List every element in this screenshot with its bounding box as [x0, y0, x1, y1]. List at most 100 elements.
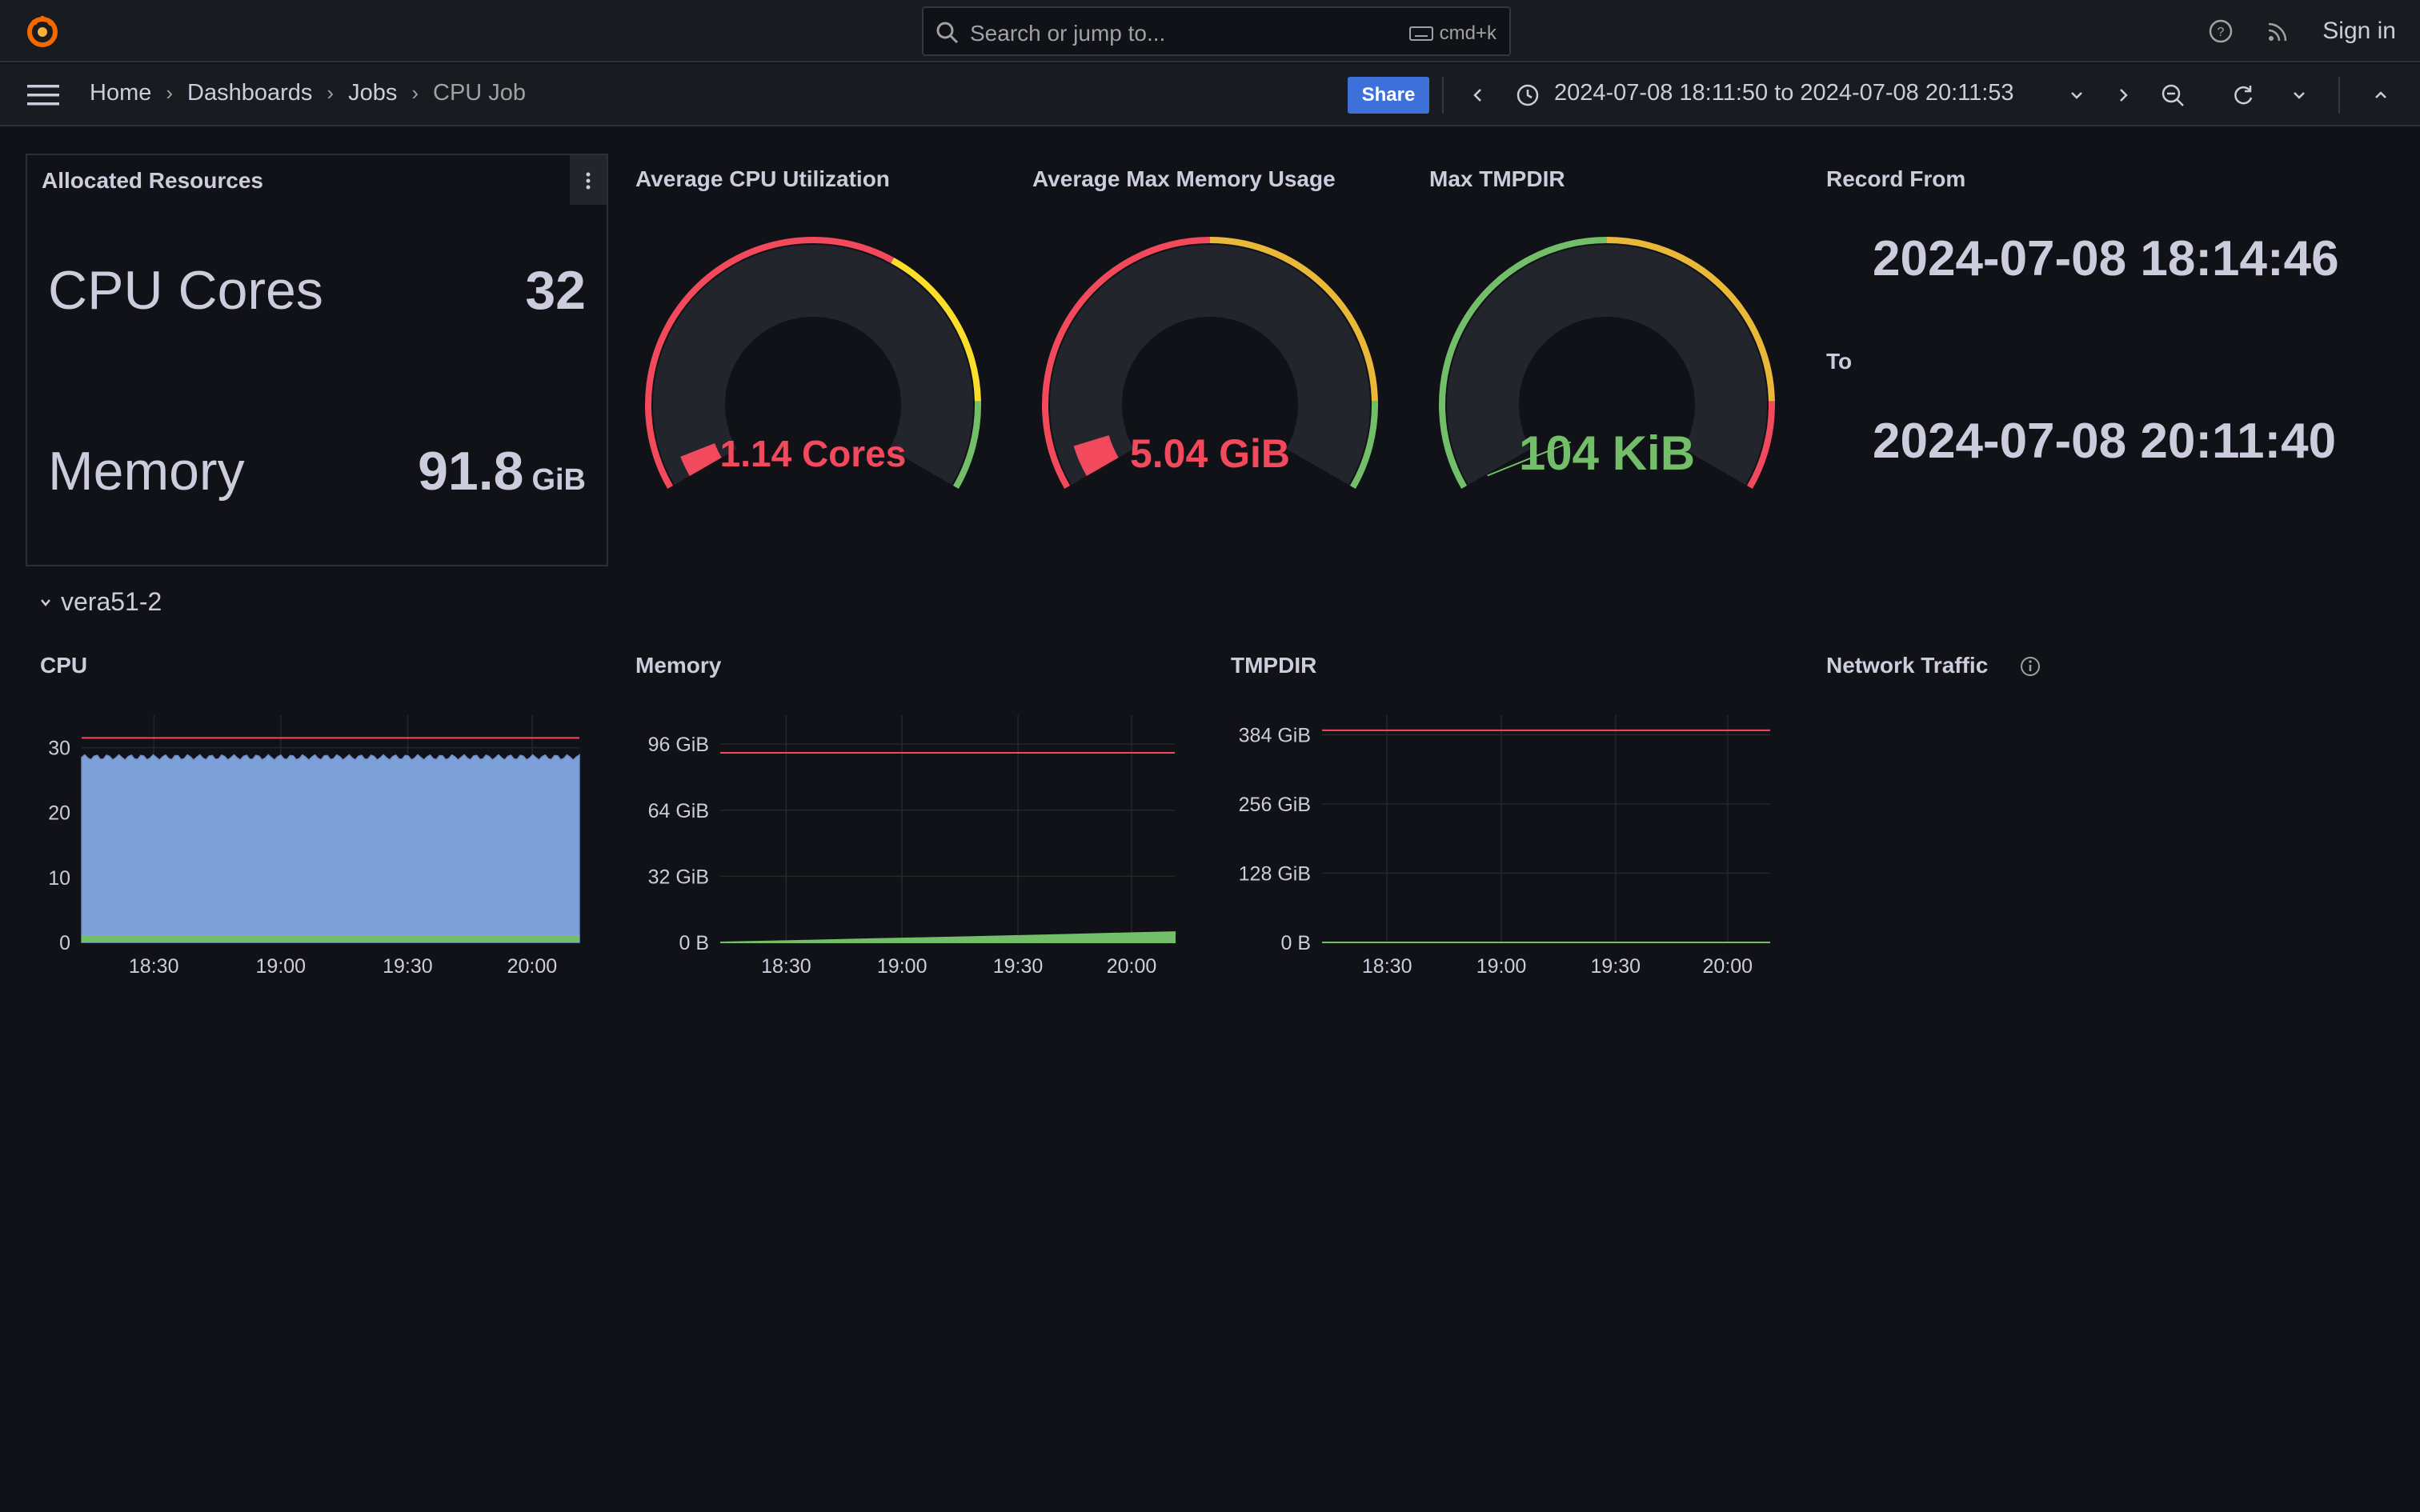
row-title: vera51-2 — [61, 587, 162, 616]
gauge-track — [653, 245, 973, 485]
panel-title: Average Max Memory Usage — [1032, 166, 1336, 191]
record-to-label: To — [1826, 349, 1853, 374]
memory-label: Memory — [48, 441, 245, 502]
x-tick-label: 18:30 — [1362, 955, 1412, 978]
search-shortcut-text: cmd+k — [1439, 22, 1496, 44]
y-tick-label: 256 GiB — [1239, 794, 1311, 816]
refresh-icon[interactable] — [2230, 82, 2257, 109]
y-tick-label: 64 GiB — [648, 800, 709, 822]
gauge-threshold-band — [1439, 237, 1608, 489]
panel-title: Allocated Resources — [42, 168, 263, 193]
breadcrumb-current: CPU Job — [433, 80, 527, 106]
y-tick-label: 20 — [48, 802, 70, 825]
avg-cpu-utilization-panel: Average CPU Utilization 1.14 Cores — [621, 154, 1005, 522]
tmpdir-chart: 18:30 19:00 19:30 20:00 0 B 128 GiB 256 GiB 384… — [1239, 715, 1770, 978]
help-icon[interactable]: ? — [2207, 18, 2234, 45]
breadcrumb: Home › Dashboards › Jobs › CPU Job — [90, 80, 526, 106]
record-panel: Record From 2024-07-08 18:14:46 To 2024-… — [1812, 154, 2404, 522]
rss-news-icon[interactable] — [2265, 18, 2292, 45]
memory-gauge — [1042, 237, 1378, 489]
y-tick-label: 0 — [59, 932, 70, 954]
divider — [1442, 77, 1444, 114]
gauge-value-arc — [680, 442, 722, 476]
y-tick-label: 32 GiB — [648, 866, 709, 888]
y-tick-label: 128 GiB — [1239, 862, 1311, 885]
panel-title: Network Traffic — [1826, 653, 1989, 678]
x-tick-label: 19:30 — [383, 955, 433, 978]
search-placeholder: Search or jump to... — [970, 21, 1166, 46]
gauge-value: 104 KiB — [1518, 426, 1696, 480]
gauge-track — [1447, 245, 1767, 485]
zoom-out-icon[interactable] — [2159, 82, 2186, 109]
panel-title: Record From — [1826, 166, 1966, 191]
record-from-value: 2024-07-08 18:14:46 — [1873, 231, 2339, 286]
gauge-threshold-band — [1349, 401, 1378, 489]
x-tick-label: 19:30 — [993, 955, 1044, 978]
y-tick-label: 96 GiB — [648, 734, 709, 756]
panel-title: TMPDIR — [1231, 653, 1317, 678]
gauge-threshold-band — [1042, 237, 1211, 489]
memory-stat: Memory 91.8 GiB — [48, 440, 586, 502]
gauge-threshold-band — [1209, 237, 1378, 402]
allocated-resources-panel: Allocated Resources CPU Cores 32 Memory … — [26, 154, 608, 566]
time-range-picker[interactable]: 2024-07-08 18:11:50 to 2024-07-08 20:11:… — [1554, 80, 2014, 106]
y-tick-label: 0 B — [1280, 932, 1311, 954]
y-tick-label: 30 — [48, 738, 70, 760]
x-tick-label: 20:00 — [507, 955, 558, 978]
cpu-cores-stat: CPU Cores 32 — [48, 259, 586, 322]
gauge-threshold-band — [645, 237, 895, 489]
panel-title: Memory — [635, 653, 722, 678]
collapse-chevron-up-icon[interactable] — [2367, 82, 2394, 109]
panel-title: Max TMPDIR — [1429, 166, 1565, 191]
top-bar: Search or jump to... cmd+k ? Sign in — [0, 0, 2420, 62]
panel-title: CPU — [40, 653, 88, 678]
cpu-system-area — [82, 935, 579, 942]
gauge-value: 5.04 GiB — [1129, 431, 1291, 476]
grafana-logo-icon[interactable] — [22, 11, 62, 51]
panel-menu-button[interactable] — [570, 155, 607, 205]
x-tick-label: 20:00 — [1107, 955, 1157, 978]
breadcrumb-separator: › — [411, 81, 419, 105]
cpu-cores-label: CPU Cores — [48, 260, 323, 321]
cpu-timeseries-panel: CPU 18:30 19:00 19:30 20:00 0 10 20 30 — [26, 640, 608, 992]
divider — [2338, 77, 2340, 114]
max-tmpdir-panel: Max TMPDIR 104 KiB — [1415, 154, 1799, 522]
panel-title: Average CPU Utilization — [635, 166, 890, 191]
x-tick-label: 19:00 — [256, 955, 307, 978]
search-bar[interactable]: Search or jump to... cmd+k — [922, 6, 1511, 56]
refresh-interval-chevron-down-icon[interactable] — [2286, 82, 2313, 109]
memory-timeseries-panel: Memory 18:30 19:00 19:30 20:00 0 B 32 GiB 64 G… — [621, 640, 1204, 992]
cpu-cores-value: 32 — [525, 260, 586, 321]
breadcrumb-dashboards[interactable]: Dashboards — [187, 80, 313, 106]
search-shortcut: cmd+k — [1408, 22, 1496, 45]
tmpdir-gauge — [1439, 237, 1775, 489]
x-tick-label: 19:30 — [1591, 955, 1641, 978]
gauge-threshold-band — [952, 401, 981, 489]
gauge-value-arc — [1073, 434, 1119, 476]
cpu-gauge — [645, 237, 981, 489]
menu-hamburger-icon[interactable] — [27, 83, 59, 107]
y-tick-label: 0 B — [679, 932, 709, 954]
breadcrumb-jobs[interactable]: Jobs — [348, 80, 398, 106]
breadcrumb-home[interactable]: Home — [90, 80, 152, 106]
x-tick-label: 18:30 — [761, 955, 811, 978]
gauge-value-marker — [1487, 441, 1572, 477]
x-tick-label: 19:00 — [1476, 955, 1527, 978]
time-forward-chevron-icon[interactable] — [2109, 82, 2137, 109]
time-range-chevron-down-icon[interactable] — [2063, 82, 2090, 109]
y-tick-label: 384 GiB — [1239, 724, 1311, 746]
cpu-chart: 18:30 19:00 19:30 20:00 0 10 20 30 — [48, 715, 580, 978]
row-header-vera51-2[interactable]: vera51-2 — [38, 587, 162, 617]
x-tick-label: 20:00 — [1703, 955, 1753, 978]
time-back-chevron-icon[interactable] — [1464, 82, 1492, 109]
more-vertical-icon — [586, 172, 591, 190]
chevron-down-icon — [41, 598, 50, 606]
sign-in-link[interactable]: Sign in — [2322, 18, 2396, 44]
y-tick-label: 10 — [48, 867, 70, 890]
share-button[interactable]: Share — [1348, 77, 1429, 114]
cpu-usage-area — [81, 754, 580, 943]
memory-chart: 18:30 19:00 19:30 20:00 0 B 32 GiB 64 GiB 96 Gi… — [648, 715, 1176, 978]
record-to-value: 2024-07-08 20:11:40 — [1873, 414, 2337, 469]
